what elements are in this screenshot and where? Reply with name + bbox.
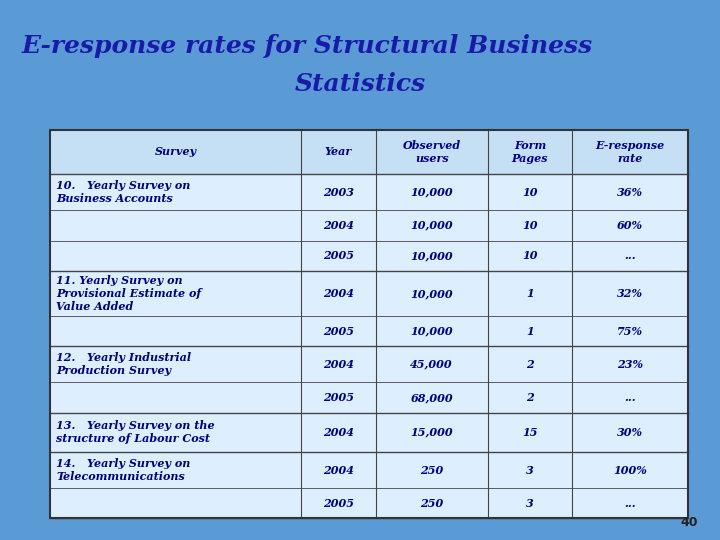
- Bar: [50, 413, 688, 452]
- Text: 3: 3: [526, 498, 534, 509]
- Text: Form
Pages: Form Pages: [512, 140, 548, 164]
- Text: 10,000: 10,000: [410, 288, 453, 299]
- Text: 45,000: 45,000: [410, 359, 453, 370]
- Text: 2005: 2005: [323, 392, 354, 403]
- Text: 10,000: 10,000: [410, 220, 453, 231]
- Text: 2005: 2005: [323, 251, 354, 261]
- Text: Statistics: Statistics: [294, 72, 426, 96]
- Text: 10.   Yearly Survey on
Business Accounts: 10. Yearly Survey on Business Accounts: [56, 180, 191, 204]
- Text: 30%: 30%: [617, 427, 643, 438]
- Text: 2004: 2004: [323, 359, 354, 370]
- Text: ...: ...: [624, 251, 636, 261]
- Text: 68,000: 68,000: [410, 392, 453, 403]
- Text: 2004: 2004: [323, 220, 354, 231]
- Bar: [50, 174, 688, 210]
- Text: 32%: 32%: [617, 288, 643, 299]
- Text: 3: 3: [526, 464, 534, 476]
- Text: 13.   Yearly Survey on the
structure of Labour Cost: 13. Yearly Survey on the structure of La…: [56, 421, 215, 444]
- Bar: [50, 130, 688, 174]
- Text: 2004: 2004: [323, 464, 354, 476]
- Text: 60%: 60%: [617, 220, 643, 231]
- Text: E-response
rate: E-response rate: [595, 140, 665, 164]
- Text: E-response rates for Structural Business: E-response rates for Structural Business: [22, 34, 593, 58]
- Text: 1: 1: [526, 288, 534, 299]
- Bar: [50, 316, 688, 346]
- Text: 10: 10: [522, 251, 538, 261]
- Text: 40: 40: [681, 516, 698, 529]
- Text: 100%: 100%: [613, 464, 647, 476]
- Text: 2005: 2005: [323, 326, 354, 336]
- Text: 10: 10: [522, 187, 538, 198]
- Bar: [50, 241, 688, 271]
- Text: Observed
users: Observed users: [402, 140, 461, 164]
- Bar: [50, 346, 688, 382]
- Text: Year: Year: [325, 146, 352, 158]
- Text: Survey: Survey: [155, 146, 197, 158]
- Text: 2: 2: [526, 359, 534, 370]
- Bar: [50, 130, 688, 518]
- Text: 23%: 23%: [617, 359, 643, 370]
- Text: 2003: 2003: [323, 187, 354, 198]
- Text: 2: 2: [526, 392, 534, 403]
- Bar: [50, 452, 688, 488]
- Text: 11. Yearly Survey on
Provisional Estimate of
Value Added: 11. Yearly Survey on Provisional Estimat…: [56, 275, 202, 312]
- Text: 12.   Yearly Industrial
Production Survey: 12. Yearly Industrial Production Survey: [56, 353, 192, 376]
- Text: 36%: 36%: [617, 187, 643, 198]
- Text: 1: 1: [526, 326, 534, 336]
- Bar: [50, 210, 688, 241]
- Bar: [50, 488, 688, 518]
- Text: 14.   Yearly Survey on
Telecommunications: 14. Yearly Survey on Telecommunications: [56, 458, 191, 482]
- Text: 10: 10: [522, 220, 538, 231]
- Text: 2004: 2004: [323, 427, 354, 438]
- Text: 15,000: 15,000: [410, 427, 453, 438]
- Text: 250: 250: [420, 464, 444, 476]
- Text: ...: ...: [624, 498, 636, 509]
- Text: 250: 250: [420, 498, 444, 509]
- Text: 15: 15: [522, 427, 538, 438]
- Text: 75%: 75%: [617, 326, 643, 336]
- Bar: [50, 271, 688, 316]
- Text: 10,000: 10,000: [410, 251, 453, 261]
- Text: 2004: 2004: [323, 288, 354, 299]
- Text: ...: ...: [624, 392, 636, 403]
- Bar: [50, 382, 688, 413]
- Text: 2005: 2005: [323, 498, 354, 509]
- Text: 10,000: 10,000: [410, 187, 453, 198]
- Bar: [50, 130, 688, 518]
- Text: 10,000: 10,000: [410, 326, 453, 336]
